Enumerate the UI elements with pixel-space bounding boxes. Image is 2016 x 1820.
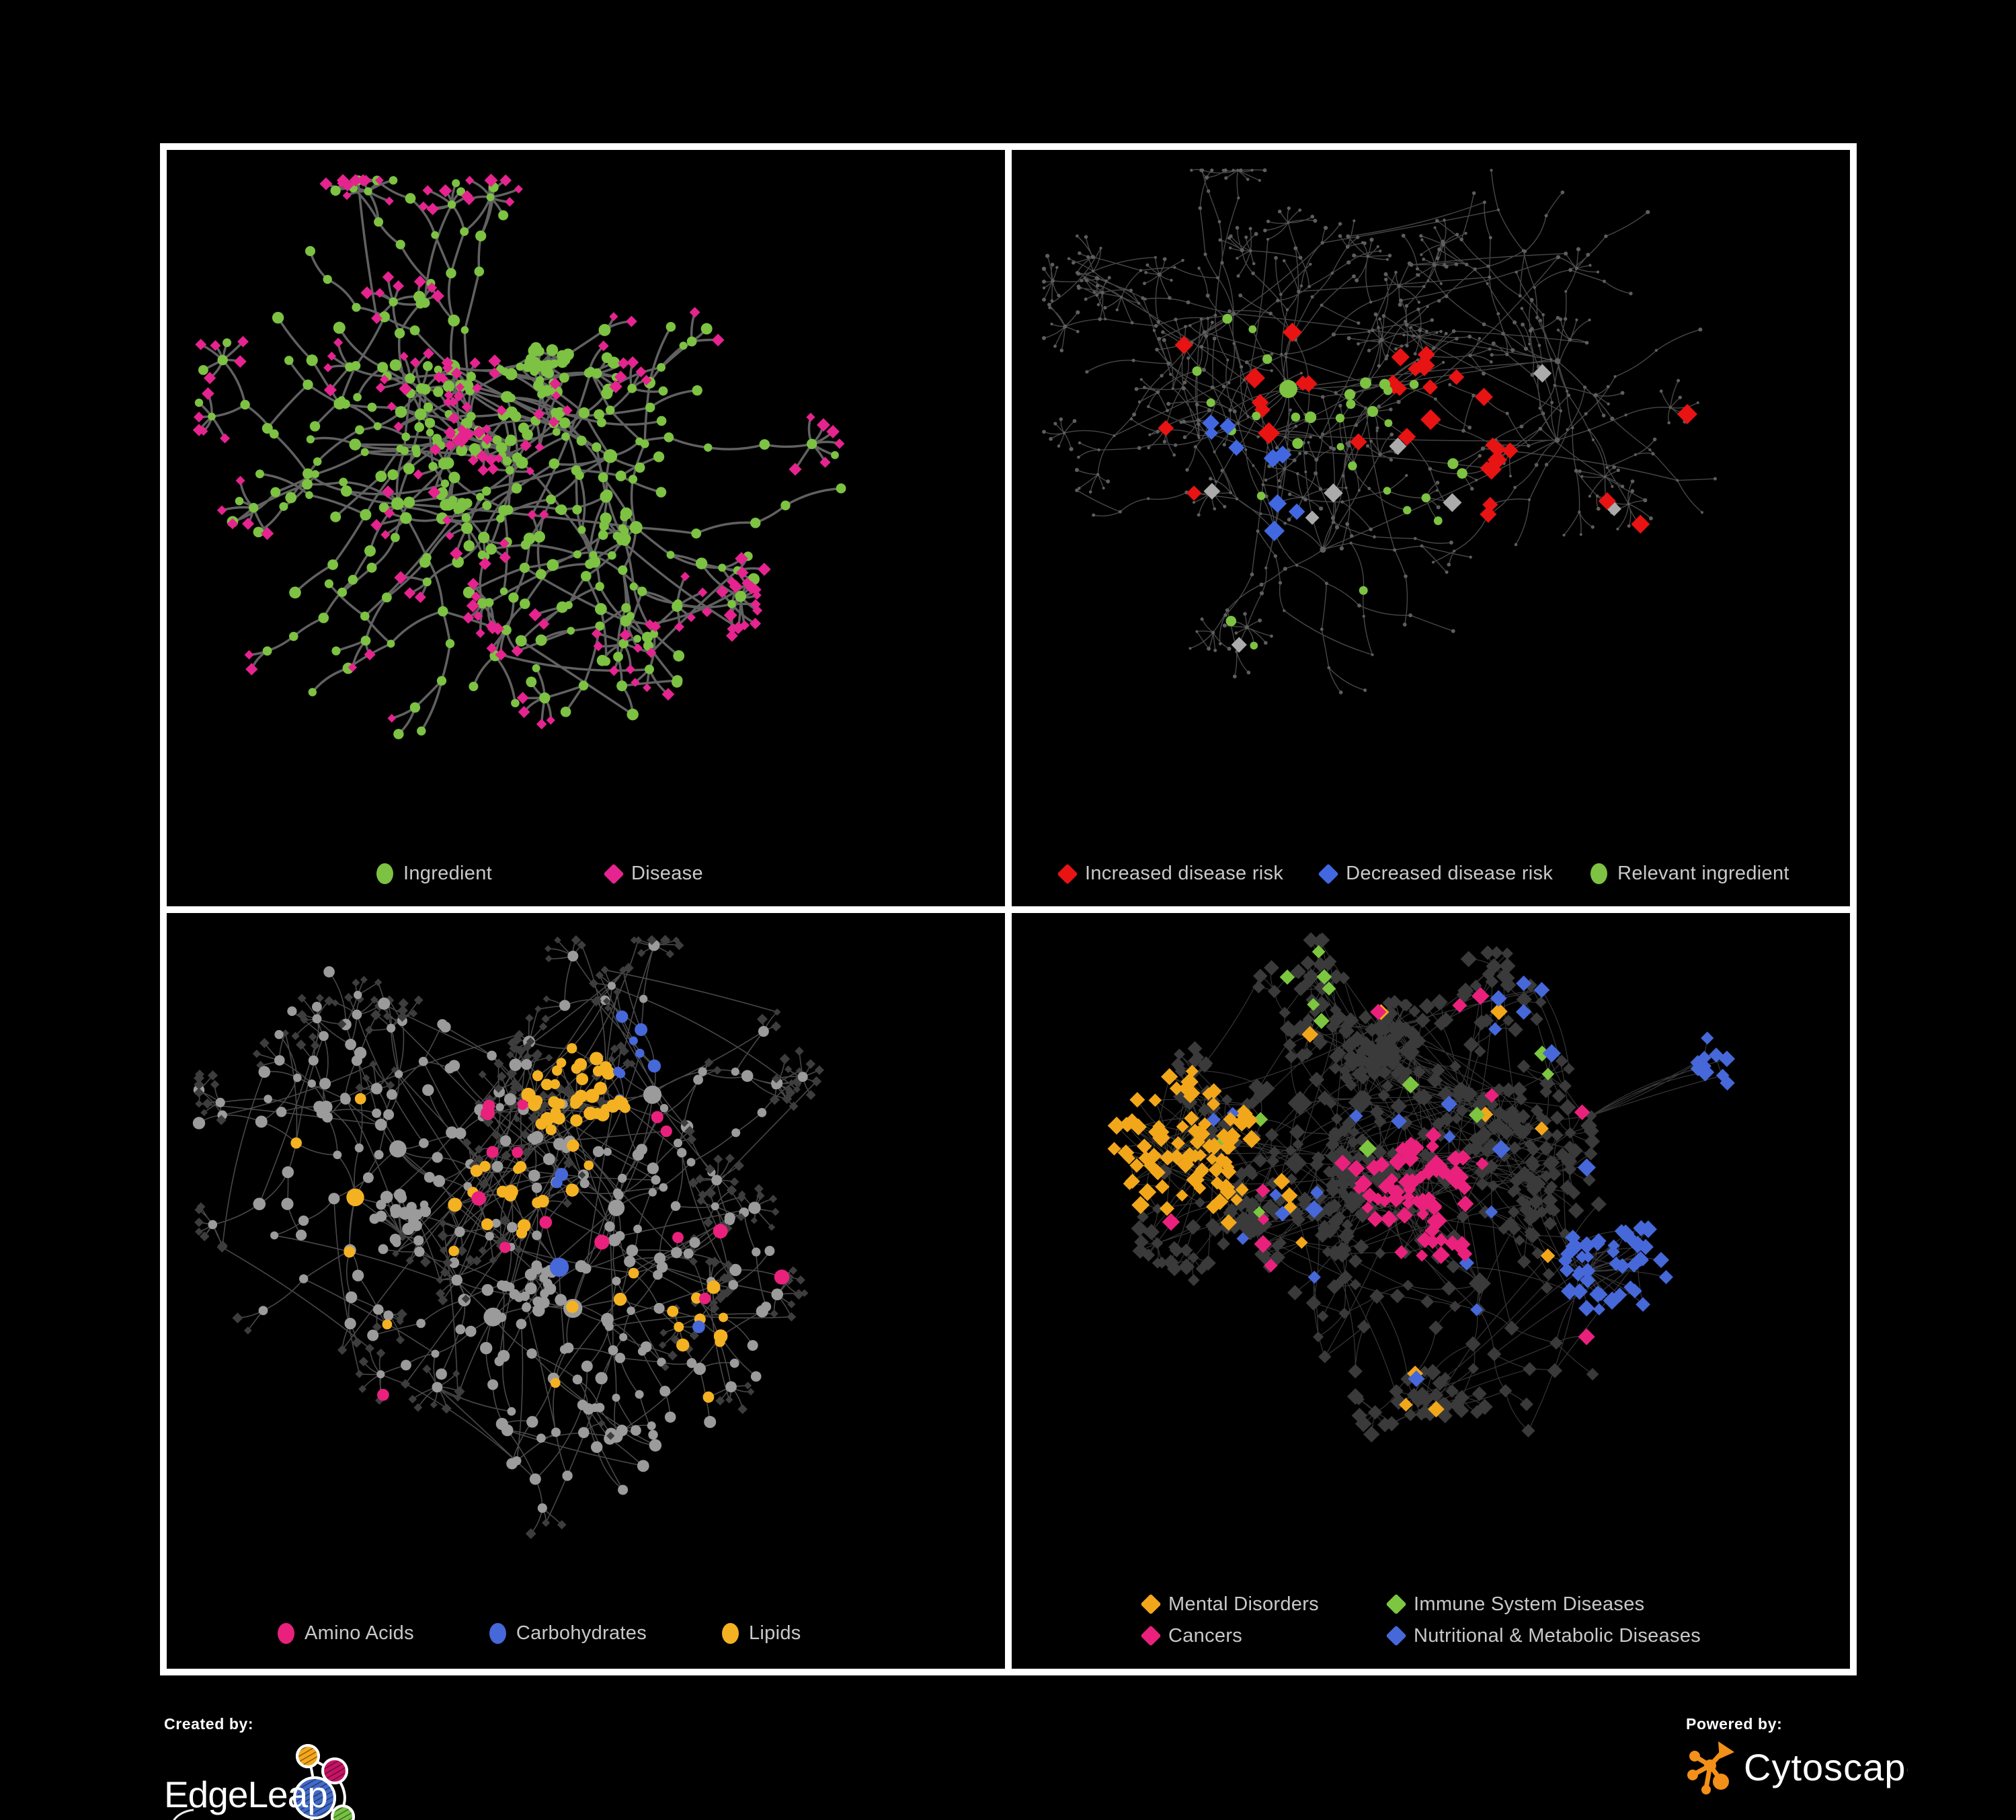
cytoscape-wordmark: Cytoscape <box>1744 1746 1908 1788</box>
ingredient-marker-icon <box>376 863 393 884</box>
legend-label: Disease <box>631 863 703 884</box>
legend-item-disease: Disease <box>603 863 703 885</box>
legend-item-cancers: Cancers <box>1140 1624 1389 1647</box>
legend: Increased disease risk Decreased disease… <box>1057 863 1789 885</box>
panel-nutrient-classes: Amino Acids Carbohydrates Lipids <box>167 912 1005 1669</box>
ingredient-disease-graph[interactable] <box>167 150 1005 906</box>
legend-label: Cancers <box>1168 1624 1243 1647</box>
edgeleap-logo[interactable]: EdgeLeap <box>164 1736 386 1820</box>
legend-item-amino-acids: Amino Acids <box>278 1622 414 1645</box>
legend: Ingredient Disease <box>376 863 703 885</box>
disease-class-graph[interactable] <box>1012 913 1850 1669</box>
decreased-risk-marker-icon <box>1318 863 1339 885</box>
disease-risk-graph[interactable] <box>1012 150 1850 906</box>
created-by-block: Created by: <box>164 1715 386 1820</box>
increased-risk-marker-icon <box>1057 863 1078 885</box>
panel-ingredient-disease: Ingredient Disease <box>167 150 1005 906</box>
legend-item-ingredient: Ingredient <box>376 863 492 885</box>
legend-item-carbohydrates: Carbohydrates <box>489 1622 647 1645</box>
legend-item-immune-diseases: Immune System Diseases <box>1385 1593 1701 1616</box>
legend-item-increased-risk: Increased disease risk <box>1057 863 1284 885</box>
amino-acids-marker-icon <box>278 1622 294 1644</box>
legend-label: Ingredient <box>403 863 492 884</box>
panel-disease-classes: Mental Disorders Immune System Diseases … <box>1012 912 1850 1669</box>
legend-label: Decreased disease risk <box>1346 863 1554 884</box>
disease-marker-icon <box>603 863 624 885</box>
legend: Mental Disorders Immune System Diseases … <box>1140 1593 1701 1647</box>
legend-item-relevant-ingredient: Relevant ingredient <box>1590 863 1789 885</box>
carbohydrates-marker-icon <box>489 1622 506 1644</box>
powered-by-label: Powered by: <box>1686 1715 1783 1733</box>
legend-item-decreased-risk: Decreased disease risk <box>1318 863 1554 885</box>
edgeleap-logo-icon: EdgeLeap <box>164 1744 355 1820</box>
legend-label: Immune System Diseases <box>1414 1593 1645 1615</box>
cancers-marker-icon <box>1140 1625 1162 1647</box>
legend-label: Carbohydrates <box>516 1622 647 1644</box>
cytoscape-logo-icon: Cytoscape <box>1687 1741 1927 1794</box>
cytoscape-logo[interactable]: Cytoscape <box>1686 1736 1927 1813</box>
legend-label: Amino Acids <box>305 1622 414 1644</box>
legend-label: Nutritional & Metabolic Diseases <box>1414 1624 1701 1647</box>
created-by-label: Created by: <box>164 1715 254 1733</box>
panel-grid: Ingredient Disease Increased disease ris… <box>160 143 1857 1675</box>
lipids-marker-icon <box>722 1622 739 1644</box>
legend-item-nutritional-metabolic: Nutritional & Metabolic Diseases <box>1385 1624 1701 1647</box>
mental-disorders-marker-icon <box>1140 1593 1162 1615</box>
legend-label: Lipids <box>749 1622 801 1644</box>
panel-disease-risk: Increased disease risk Decreased disease… <box>1012 150 1850 906</box>
nutrient-class-graph[interactable] <box>167 913 1005 1669</box>
relevant-ingredient-marker-icon <box>1590 863 1608 884</box>
legend-label: Mental Disorders <box>1168 1593 1319 1615</box>
legend-item-mental-disorders: Mental Disorders <box>1140 1593 1389 1616</box>
legend-item-lipids: Lipids <box>722 1622 801 1645</box>
legend-label: Increased disease risk <box>1085 863 1284 884</box>
powered-by-block: Powered by: Cytoscape <box>1686 1715 1927 1813</box>
nutritional-metabolic-marker-icon <box>1385 1625 1407 1647</box>
legend-label: Relevant ingredient <box>1617 863 1789 884</box>
edgeleap-wordmark: EdgeLeap <box>164 1774 327 1815</box>
legend: Amino Acids Carbohydrates Lipids <box>278 1622 801 1645</box>
immune-diseases-marker-icon <box>1385 1593 1407 1615</box>
